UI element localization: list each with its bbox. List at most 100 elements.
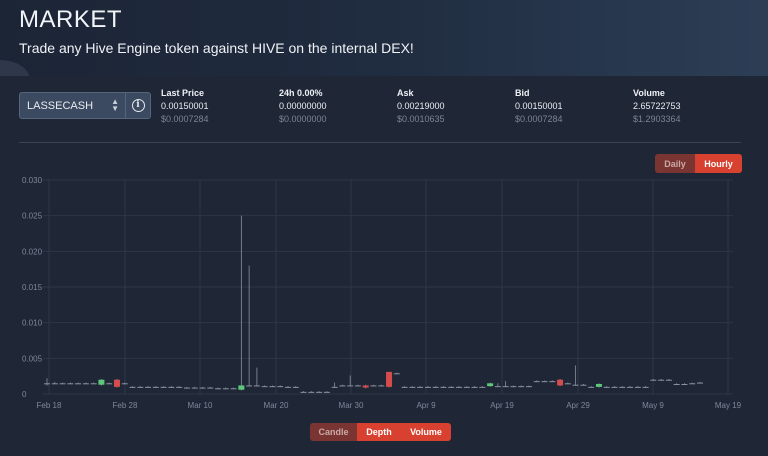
stat-label: Ask [397,88,414,98]
candle-body [487,383,494,387]
candle-body [59,383,66,385]
token-info-button[interactable]: i [125,92,151,119]
candle-body [354,385,361,387]
candle-body [191,387,198,389]
stat-usd: $0.0000000 [279,114,327,124]
candle-body [502,386,509,388]
candle-body [238,385,245,390]
candle-body [393,373,400,375]
candle-body [448,386,455,388]
y-tick-label: 0.005 [22,354,43,363]
candle-body [75,383,82,385]
stat-label: Volume [633,88,665,98]
candle-body [51,383,58,385]
page-title: MARKET [19,6,123,33]
candle-body [168,386,175,388]
y-tick-label: 0.020 [22,247,43,256]
candle-body [82,383,89,385]
stat-usd: $1.2903364 [633,114,681,124]
candle-body [572,384,579,386]
stat-usd: $0.0007284 [515,114,563,124]
candle-body [269,386,276,388]
candle-body [323,391,330,393]
candle-body [152,386,159,388]
updown-chevron-icon: ▲ ▼ [111,97,119,113]
candle-body [634,386,641,388]
candle-body [665,379,672,381]
token-select[interactable]: LASSECASH ▲ ▼ [19,92,126,119]
stat-label: Bid [515,88,530,98]
candle-body [401,386,408,388]
candle-body [580,384,587,386]
volume-button[interactable]: Volume [401,423,451,441]
x-tick-label: Feb 18 [37,401,62,410]
candle-body [409,386,416,388]
candle-body [603,386,610,388]
y-tick-label: 0.025 [22,212,43,221]
x-tick-label: Feb 28 [113,401,138,410]
hourly-button[interactable]: Hourly [695,154,742,173]
candle-body [456,386,463,388]
stat-value: 0.00219000 [397,101,445,111]
candle-body [347,385,354,387]
y-tick-label: 0.030 [22,176,43,185]
x-tick-label: Mar 20 [264,401,289,410]
depth-button[interactable]: Depth [357,423,401,441]
candle-body [339,385,346,387]
candle-body [557,379,564,386]
candle-body [370,385,377,387]
candle-body [300,391,307,393]
candle-body [518,386,525,388]
candle-body [494,386,501,388]
stat-value: 0.00150001 [161,101,209,111]
stats-divider [19,142,741,143]
candle-body [525,386,532,388]
stat-usd: $0.0007284 [161,114,209,124]
candle-body [121,383,128,385]
token-select-value: LASSECASH [27,99,94,112]
candle-body [440,386,447,388]
candle-body [261,386,268,388]
x-tick-label: Apr 9 [416,401,436,410]
x-tick-label: Apr 29 [566,401,590,410]
interval-toggle: Daily Hourly [655,154,742,173]
candle-body [595,384,602,387]
candle-body [697,382,703,384]
y-tick-label: 0.015 [22,283,43,292]
candle-body [207,387,214,389]
daily-button[interactable]: Daily [655,154,695,173]
candle-body [129,386,136,388]
candle-body [98,379,105,385]
candle-body [642,386,649,388]
candle-body [106,383,113,385]
candle-body [564,383,571,385]
candle-body [650,379,657,381]
candle-body [230,388,237,390]
candle-body [246,385,253,387]
candle-body [471,386,478,388]
candle-body [549,381,556,383]
candle-body [90,383,97,385]
stat-value: 0.00000000 [279,101,327,111]
candle-body [533,381,540,383]
stat-24h-change: 24h 0.00% 0.00000000 $0.0000000 [279,88,327,124]
stat-bid: Bid 0.00150001 $0.0007284 [515,88,563,124]
chart-type-toggle: Candle Depth Volume [310,423,451,441]
candle-body [619,386,626,388]
market-hero: MARKET Trade any Hive Engine token again… [0,0,768,76]
candle-body [432,386,439,388]
candle-body [145,386,152,388]
candle-body [183,387,190,389]
stat-value: 2.65722753 [633,101,681,111]
candle-body [479,386,486,388]
candle-button[interactable]: Candle [310,423,357,441]
candle-body [222,388,229,390]
candle-body [510,386,517,388]
x-tick-label: Mar 30 [339,401,364,410]
candle-body [316,391,323,393]
price-chart[interactable]: 0.030 0.025 0.020 0.015 0.010 0.005 0 Feb 18 Feb… [0,170,768,416]
candle-body [113,379,120,387]
candle-body [44,383,50,385]
info-icon: i [131,99,145,112]
candle-body [658,379,665,381]
